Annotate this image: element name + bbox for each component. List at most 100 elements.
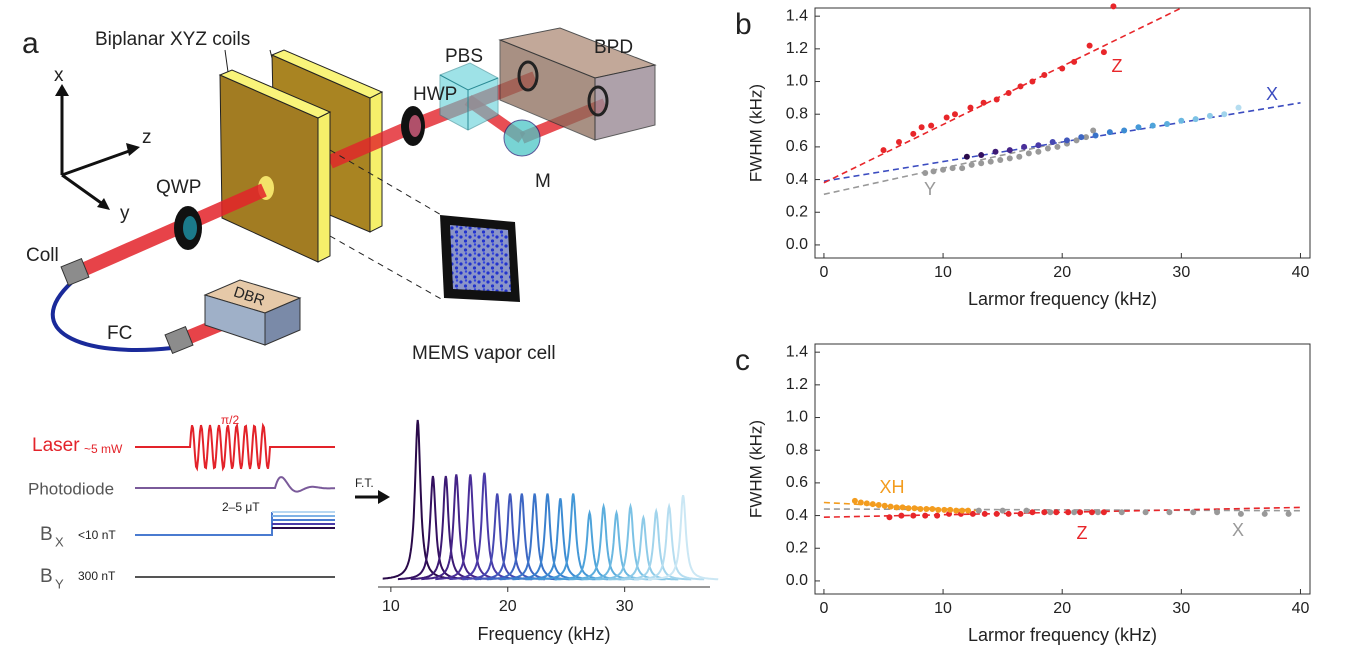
data-point [1149,122,1156,129]
qwp-center [183,216,197,240]
data-point [968,161,975,168]
x-tick-label: 0 [819,600,828,617]
series-label: X [1232,520,1244,540]
fit-line [823,102,1301,182]
x-tick-label: 30 [1172,264,1190,281]
x-tick-label: 20 [1053,600,1071,617]
fit-line [823,501,979,512]
data-point [997,156,1004,163]
data-point [935,506,942,513]
data-point [999,507,1006,514]
y-tick-label: 0.8 [786,441,808,458]
pbs-label: PBS [445,46,483,67]
x-tick-label: 20 [499,598,517,615]
spectrum-peak [382,419,453,580]
coil-edge [270,49,384,99]
plot-frame [814,7,1311,259]
data-point [980,99,987,106]
y-tick-label: 1.2 [786,376,808,393]
data-point [1100,49,1107,56]
panel-label: a [22,27,39,60]
by-sub: Y [55,576,64,591]
data-point [863,500,870,507]
data-point [1041,509,1048,516]
x-tick-label: 40 [1292,600,1310,617]
x-axis-label: Larmor frequency (kHz) [968,625,1157,645]
data-point [922,512,929,519]
coils-label: Biplanar XYZ coils [95,29,250,50]
ft-label: F.T. [355,476,374,490]
data-point [1073,137,1080,144]
data-point [949,165,956,172]
x-tick-label: 30 [616,598,634,615]
data-point [1041,71,1048,78]
y-tick-label: 0.0 [786,572,808,589]
data-point [1065,509,1072,516]
y-tick-label: 0.6 [786,138,808,155]
laser-power: ~5 mW [84,442,123,456]
data-point [969,510,976,517]
data-point [959,165,966,172]
data-point [1035,148,1042,155]
data-point [1047,509,1054,516]
y-tick-label: 0.4 [786,171,808,188]
mirror [503,119,541,157]
axis-label: z [142,127,152,148]
data-point [1083,134,1090,141]
data-point [993,510,1000,517]
y-tick-label: 0.2 [786,539,808,556]
data-point [1088,509,1095,516]
by-value: 300 nT [78,569,116,583]
panel-label: c [735,344,750,377]
series-label: Z [1112,56,1123,76]
data-point [1190,509,1197,516]
spectrum-peak [621,507,692,581]
spectrum-peak [647,494,719,581]
data-point [880,147,887,154]
data-point [993,96,1000,103]
data-point [1035,142,1042,149]
beam [327,119,416,169]
qwp-label: QWP [156,177,201,198]
data-point [965,507,972,514]
mems-vapor [450,225,511,292]
setup-drawing: a Biplanar XYZ coils x z y [22,27,657,364]
data-point [923,506,930,513]
data-point [922,170,929,177]
x-tick-label: 10 [934,264,952,281]
data-point [1135,124,1142,131]
pointer [224,49,273,73]
data-point [881,502,888,509]
bpd-box [594,64,656,141]
data-point [947,506,954,513]
data-point [869,501,876,508]
coll-label: Coll [26,245,59,266]
data-point [1006,155,1013,162]
data-point [1106,129,1113,136]
data-point [992,148,999,155]
data-point [1178,117,1185,124]
data-point [1094,509,1101,516]
data-point [1059,65,1066,72]
data-point [940,166,947,173]
x-axis-label: Frequency (kHz) [477,624,610,644]
laser-trace [135,422,335,472]
data-point [1235,104,1242,111]
mems-label: MEMS vapor cell [412,343,556,364]
y-tick-label: 0.6 [786,474,808,491]
pulse-sequence: Laser ~5 mW π/2 Photodiode B X <10 nT 2–… [28,413,390,591]
data-point [1049,138,1056,145]
data-point [930,168,937,175]
y-axis-label: FWHM (kHz) [746,84,765,182]
data-point [929,506,936,513]
m-label: M [535,171,551,192]
data-point [887,503,894,510]
panel-label: b [735,8,752,41]
data-point [1025,150,1032,157]
data-point [898,512,905,519]
laser-label: Laser [32,435,80,456]
collimator [60,257,90,287]
axis-label: y [120,203,130,224]
bx-trace [135,512,273,536]
